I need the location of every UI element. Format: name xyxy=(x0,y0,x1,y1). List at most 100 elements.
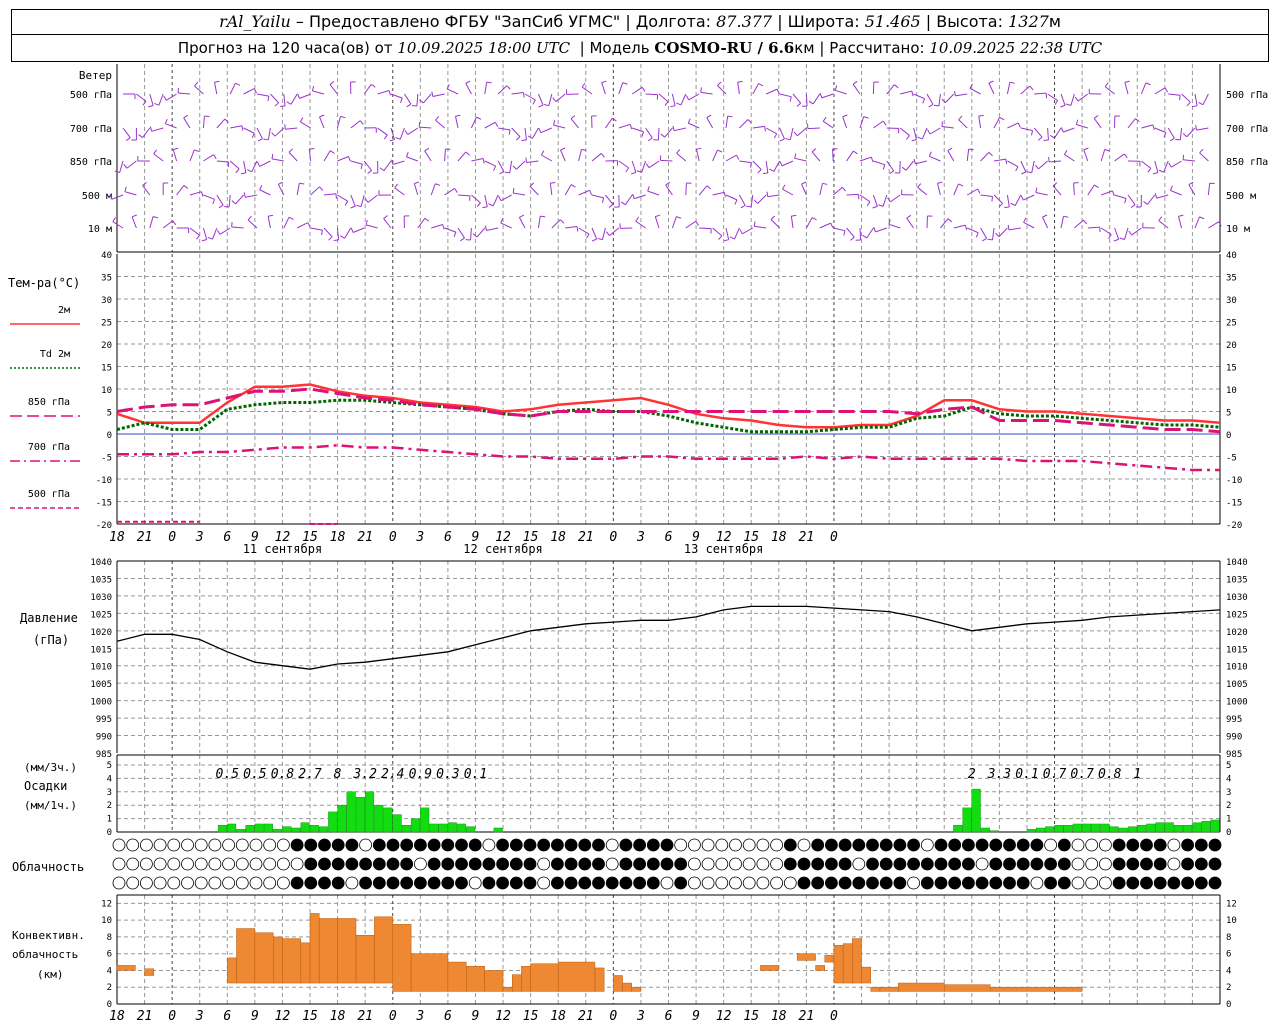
wind-barb-feather xyxy=(905,135,910,140)
wind-barb xyxy=(216,194,224,209)
wind-barb-feather xyxy=(1195,125,1198,131)
time-tick-label: 6 xyxy=(223,530,231,545)
wind-barb-staff xyxy=(267,127,271,140)
wind-barb-staff xyxy=(288,151,298,162)
wind-barb xyxy=(1168,93,1181,101)
wind-barb-feather xyxy=(791,214,797,217)
wind-barb-staff xyxy=(913,93,925,100)
wind-barb xyxy=(578,189,593,196)
wind-barb-staff xyxy=(1186,127,1196,138)
precip-ytick-right: 4 xyxy=(1226,774,1231,784)
cloud-cover-symbol xyxy=(907,876,920,890)
precip-bar xyxy=(1210,819,1220,833)
wind-barb-staff xyxy=(734,227,740,240)
wind-barb xyxy=(224,194,231,208)
cloud-cover-symbol xyxy=(646,857,660,871)
wind-barb-staff xyxy=(634,194,646,200)
wind-barb-feather xyxy=(455,114,461,117)
wind-barb xyxy=(846,150,858,162)
wind-barb xyxy=(1194,216,1205,229)
wind-barb xyxy=(591,227,598,242)
wind-barb-feather xyxy=(359,120,364,125)
wind-barb-staff xyxy=(890,194,901,203)
conv-cloud-bar xyxy=(144,968,155,976)
wind-barb-staff xyxy=(657,127,660,141)
wind-barb-staff xyxy=(873,160,885,166)
precip-bar xyxy=(1192,822,1202,833)
wind-barb-feather xyxy=(431,91,434,97)
wind-barb xyxy=(1140,82,1151,95)
wind-barb-feather xyxy=(267,95,270,102)
forecast-prefix: Прогноз на 120 часа(ов) от xyxy=(177,39,393,57)
computed-label: Рассчитано: xyxy=(829,39,925,57)
wind-barb-staff xyxy=(875,227,887,233)
wind-barb-staff xyxy=(1104,86,1115,95)
wind-barb-staff xyxy=(256,127,263,139)
wind-barb-feather xyxy=(454,188,458,193)
cloud-cover-symbol xyxy=(715,876,729,890)
precip-bar xyxy=(328,811,338,833)
wind-barb-feather xyxy=(1179,95,1181,101)
wind-barb-feather xyxy=(1147,168,1152,173)
wind-barb-staff xyxy=(465,83,472,95)
wind-barb-staff xyxy=(779,93,792,98)
cloud-cover-symbol xyxy=(1044,838,1057,852)
cloud-cover-symbol xyxy=(934,876,948,890)
cloud-cover-symbol xyxy=(825,876,838,890)
conv-ytick-left: 6 xyxy=(107,950,112,960)
wind-barb-feather xyxy=(991,196,994,202)
time-tick-label-bottom: 6 xyxy=(665,1009,673,1024)
wind-barb xyxy=(512,160,526,170)
wind-barb-feather xyxy=(862,234,867,239)
cloud-cover-symbol xyxy=(674,876,688,890)
wind-barb xyxy=(310,186,324,196)
wind-barb-feather xyxy=(482,158,485,164)
precip-bar xyxy=(319,826,329,833)
wind-barb-feather xyxy=(964,224,968,231)
conv-cloud-bar xyxy=(236,928,256,984)
wind-barb-staff xyxy=(1141,160,1152,169)
time-tick-label: 9 xyxy=(692,530,700,545)
cloud-cover-symbol xyxy=(742,876,756,890)
wind-barb-feather xyxy=(757,169,762,174)
wind-barb-feather xyxy=(723,239,729,242)
wind-barb-staff xyxy=(767,194,780,198)
wind-barb-feather xyxy=(706,185,712,190)
cloud-cover-symbol xyxy=(1003,876,1016,890)
precip-bar xyxy=(429,823,439,833)
cloud-cover-symbol xyxy=(345,838,359,852)
wind-barb xyxy=(653,127,660,141)
wind-barb-staff xyxy=(310,186,320,196)
wind-barb-staff xyxy=(1154,160,1159,173)
wind-barb xyxy=(888,219,901,229)
wind-barb xyxy=(672,125,686,132)
wind-barb-feather xyxy=(995,232,1000,237)
cloud-cover-symbol xyxy=(852,857,866,871)
cloud-cover-symbol xyxy=(907,838,920,852)
cloud-cover-symbol xyxy=(783,876,797,890)
precip-3h-total: 3.3 xyxy=(987,767,1011,782)
precip-bar xyxy=(364,791,375,833)
wind-barb xyxy=(654,214,661,229)
pressure-ytick-right: 1010 xyxy=(1226,663,1248,673)
wind-barb-feather xyxy=(124,186,127,192)
cloud-cover-symbol xyxy=(372,857,386,871)
cloud-cover-symbol xyxy=(441,857,455,871)
wind-barb-feather xyxy=(706,114,712,118)
wind-barb-staff xyxy=(578,189,590,196)
wind-barb xyxy=(176,227,190,233)
wind-barb xyxy=(859,194,871,207)
wind-barb-staff xyxy=(980,227,988,239)
cloud-cover-symbol xyxy=(1167,876,1181,890)
wind-barb-staff xyxy=(1074,219,1084,229)
wind-barb-staff xyxy=(1141,124,1154,129)
wind-barb-feather xyxy=(882,164,886,170)
wind-barb xyxy=(988,80,995,95)
cloud-cover-symbol xyxy=(633,838,646,852)
wind-barb-feather xyxy=(268,214,274,217)
conv-cloud-bar xyxy=(833,945,844,984)
wind-barb xyxy=(725,154,740,162)
wind-barb-feather xyxy=(216,229,221,235)
pressure-ytick-left: 1025 xyxy=(90,610,112,620)
wind-barb-feather xyxy=(589,190,593,196)
